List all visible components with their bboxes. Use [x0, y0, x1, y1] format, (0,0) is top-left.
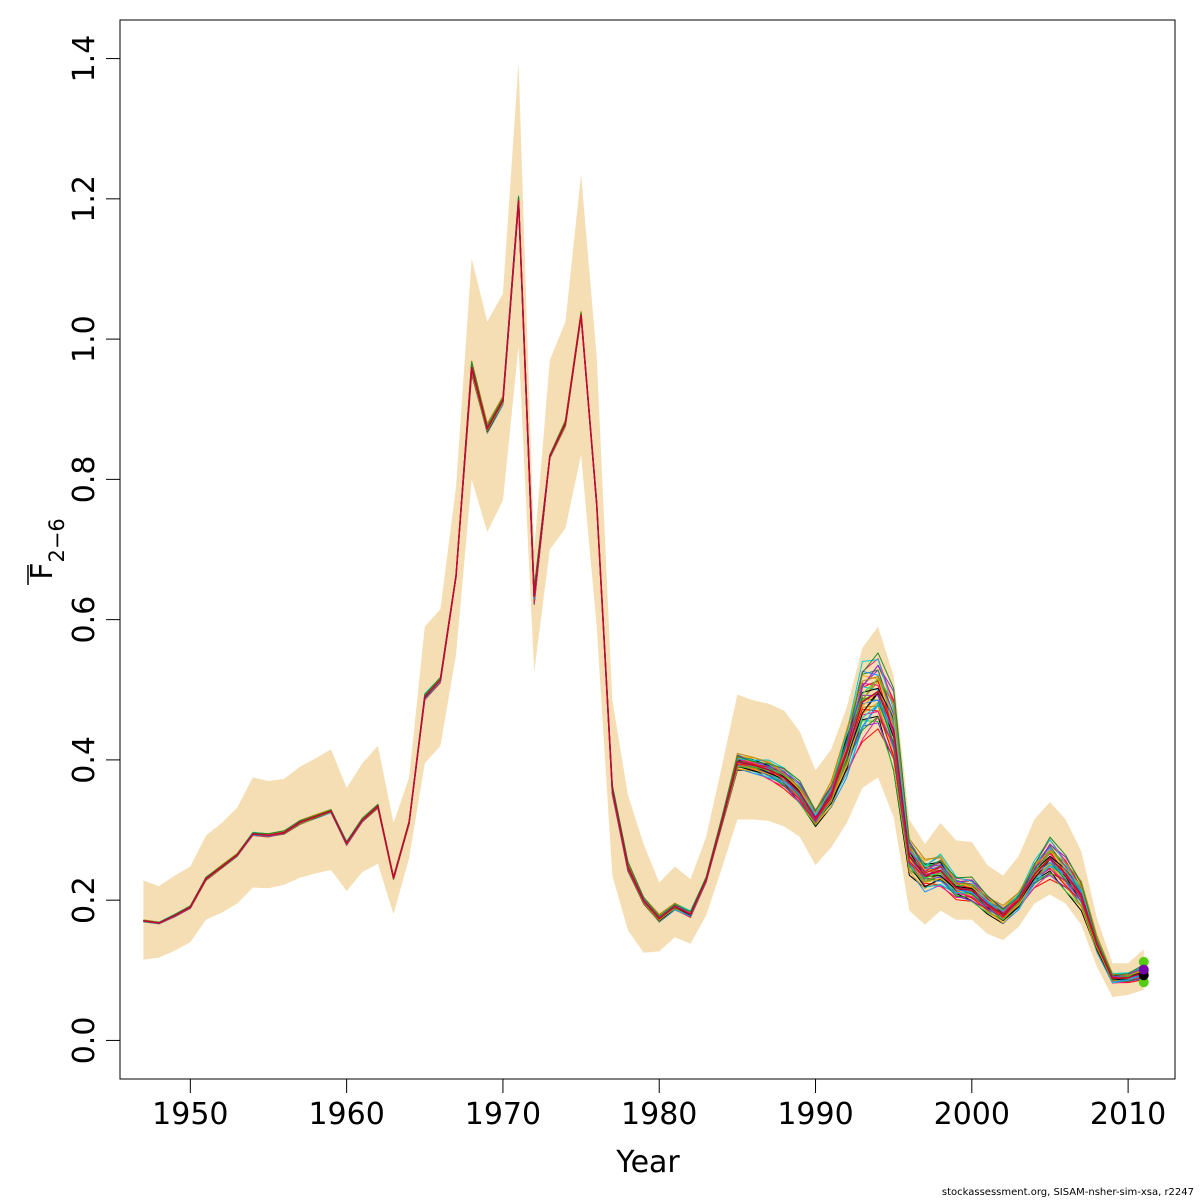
y-axis-title-subscript: 2−6 [45, 518, 69, 562]
y-tick-label: 1.0 [67, 315, 102, 363]
y-axis-title: F2−6 [25, 518, 69, 585]
final-year-point [1138, 964, 1149, 975]
y-axis-title-main: F [25, 563, 60, 580]
y-tick-label: 1.4 [67, 35, 102, 83]
y-tick-label: 0.2 [67, 876, 102, 924]
y-tick-label: 1.2 [67, 175, 102, 223]
x-tick-label: 2010 [1090, 1097, 1166, 1132]
simulation-line [143, 196, 1144, 977]
y-tick-label: 0.6 [67, 596, 102, 644]
credit-text: stockassessment.org, SISAM-nsher-sim-xsa… [941, 1187, 1194, 1198]
final-year-point [1138, 956, 1149, 967]
x-tick-label: 1990 [777, 1097, 853, 1132]
y-axis: 0.0 0.2 0.4 0.6 0.8 1.0 1.2 1.4 [67, 35, 121, 1065]
x-tick-label: 1960 [308, 1097, 384, 1132]
x-axis-title: Year [615, 1145, 680, 1180]
final-year-point [1138, 977, 1149, 988]
y-tick-label: 0.0 [67, 1017, 102, 1065]
y-tick-label: 0.4 [67, 736, 102, 784]
x-tick-label: 1980 [621, 1097, 697, 1132]
x-tick-label: 1950 [152, 1097, 228, 1132]
x-tick-label: 2000 [934, 1097, 1010, 1132]
y-tick-label: 0.8 [67, 456, 102, 504]
plot-area [143, 62, 1149, 997]
x-axis: 1950 1960 1970 1980 1990 2000 2010 [152, 1078, 1166, 1132]
confidence-band [143, 62, 1144, 997]
central-estimate-line [143, 200, 1144, 980]
x-tick-label: 1970 [465, 1097, 541, 1132]
svg-text:F2−6: F2−6 [25, 518, 69, 580]
